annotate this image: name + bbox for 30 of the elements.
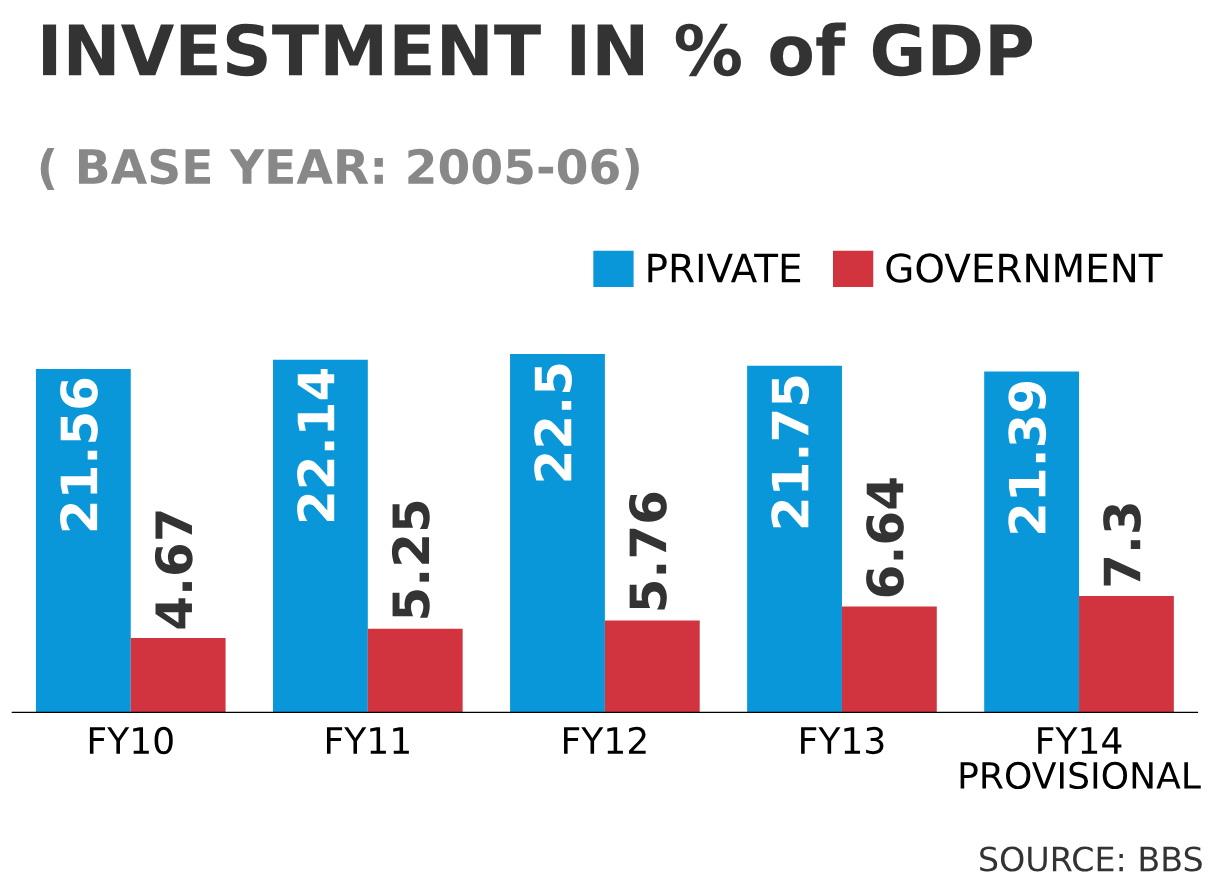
- chart-subtitle: ( BASE YEAR: 2005-06): [40, 147, 639, 190]
- data-label: 21.39: [1008, 381, 1047, 533]
- bar: [604, 620, 700, 713]
- bar: [747, 365, 842, 713]
- bar: [841, 606, 937, 713]
- bar: [272, 359, 368, 713]
- data-label: 5.25: [391, 501, 430, 618]
- data-label: 22.14: [297, 369, 335, 522]
- data-label: 21.75: [771, 376, 810, 528]
- legend-label: PRIVATE: [648, 253, 801, 283]
- data-label: 22.5: [534, 364, 572, 481]
- bar: [984, 371, 1080, 713]
- source-note: SOURCE: BBS: [980, 846, 1202, 872]
- data-label: 5.76: [629, 492, 667, 610]
- bar: [1079, 596, 1174, 713]
- data-label: 6.64: [866, 478, 904, 597]
- x-tick-label: FY13: [801, 726, 884, 755]
- x-tick-label: FY10: [89, 726, 173, 755]
- bar: [510, 353, 605, 713]
- chart-title: INVESTMENT IN % of GDP: [43, 22, 1033, 77]
- legend-label: GOVERNMENT: [886, 253, 1163, 283]
- x-tick-label: FY14 PROVISIONAL: [960, 727, 1201, 790]
- x-tick-label: FY12: [564, 726, 646, 754]
- x-tick-label: FY11: [326, 727, 409, 754]
- bar: [130, 637, 226, 713]
- bar: [367, 628, 463, 713]
- data-label: 21.56: [60, 378, 98, 531]
- data-label: 7.3: [1103, 504, 1141, 586]
- bar: [35, 368, 131, 713]
- data-label: 4.67: [154, 511, 193, 629]
